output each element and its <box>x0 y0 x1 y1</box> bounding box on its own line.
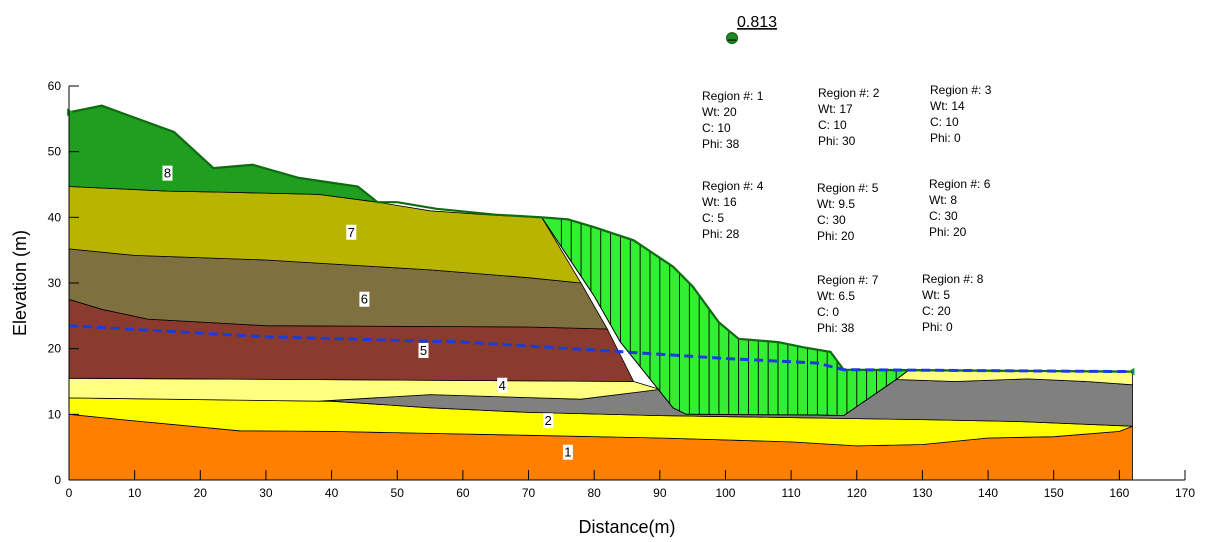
region-cohesion: C: 30 <box>929 209 958 223</box>
region-weight: Wt: 9.5 <box>817 197 855 211</box>
region-cohesion: C: 20 <box>922 304 951 318</box>
region-block-8: Region #: 8 Wt: 5 C: 20 Phi: 0 <box>922 272 984 334</box>
x-tick-label-90: 90 <box>653 486 667 500</box>
x-tick-label-0: 0 <box>66 486 73 500</box>
svg-text:7: 7 <box>348 225 355 240</box>
y-tick-label-40: 40 <box>48 210 62 224</box>
region-title: Region #: 2 <box>818 86 880 100</box>
region-phi: Phi: 38 <box>702 137 740 151</box>
svg-text:1: 1 <box>564 445 571 460</box>
svg-text:2: 2 <box>545 413 552 428</box>
region-cohesion: C: 10 <box>930 115 959 129</box>
region-cohesion: C: 5 <box>702 211 724 225</box>
region-weight: Wt: 16 <box>702 195 737 209</box>
x-tick-label-150: 150 <box>1044 486 1064 500</box>
region-cohesion: C: 10 <box>702 121 731 135</box>
x-tick-label-70: 70 <box>522 486 536 500</box>
region-phi: Phi: 0 <box>930 131 961 145</box>
x-tick-label-40: 40 <box>325 486 339 500</box>
x-tick-label-140: 140 <box>978 486 998 500</box>
region-phi: Phi: 0 <box>922 320 953 334</box>
ground-surface-line <box>68 104 1133 373</box>
y-axis-label: Elevation (m) <box>10 230 30 336</box>
region-weight: Wt: 6.5 <box>817 289 855 303</box>
region-block-4: Region #: 4 Wt: 16 C: 5 Phi: 28 <box>702 179 764 241</box>
region-title: Region #: 8 <box>922 272 984 286</box>
x-tick-label-120: 120 <box>847 486 867 500</box>
x-tick-label-100: 100 <box>715 486 735 500</box>
layer-label-6: 6 <box>359 291 370 307</box>
region-phi: Phi: 38 <box>817 321 855 335</box>
water-table-line <box>68 324 1133 374</box>
svg-text:8: 8 <box>164 166 171 181</box>
region-title: Region #: 1 <box>702 89 764 103</box>
layer-label-5: 5 <box>418 342 429 358</box>
region-phi: Phi: 20 <box>817 229 855 243</box>
x-tick-label-110: 110 <box>782 486 801 500</box>
region-phi: Phi: 30 <box>818 134 856 148</box>
region-block-2: Region #: 2 Wt: 17 C: 10 Phi: 30 <box>818 86 880 148</box>
region-cohesion: C: 10 <box>818 118 847 132</box>
region-phi: Phi: 20 <box>929 225 967 239</box>
svg-text:5: 5 <box>420 343 427 358</box>
water-table <box>68 324 1133 374</box>
axes: 0 10 20 30 40 50 60 70 80 90 100 110 120 130 140 150 160… <box>48 79 1196 500</box>
region-block-7: Region #: 7 Wt: 6.5 C: 0 Phi: 38 <box>817 273 879 335</box>
soil-layer-8 <box>68 105 379 203</box>
x-tick-label-80: 80 <box>587 486 601 500</box>
region-title: Region #: 4 <box>702 179 764 193</box>
region-block-1: Region #: 1 Wt: 20 C: 10 Phi: 38 <box>702 89 764 151</box>
layer-label-1: 1 <box>562 444 573 460</box>
x-tick-label-170: 170 <box>1175 486 1195 500</box>
soil-layers <box>68 105 1133 481</box>
y-tick-label-50: 50 <box>48 145 62 159</box>
svg-text:6: 6 <box>361 292 368 307</box>
y-tick-label-30: 30 <box>48 276 62 290</box>
x-tick-label-160: 160 <box>1109 486 1129 500</box>
factor-of-safety-marker: 0.813 <box>726 14 777 45</box>
x-tick-label-130: 130 <box>912 486 932 500</box>
y-tick-label-20: 20 <box>48 342 62 356</box>
region-cohesion: C: 30 <box>817 213 846 227</box>
y-tick-label-0: 0 <box>54 473 61 487</box>
region-weight: Wt: 20 <box>702 105 737 119</box>
x-tick-label-10: 10 <box>128 486 142 500</box>
region-weight: Wt: 17 <box>818 102 853 116</box>
region-block-5: Region #: 5 Wt: 9.5 C: 30 Phi: 20 <box>817 181 879 243</box>
region-title: Region #: 7 <box>817 273 879 287</box>
region-title: Region #: 5 <box>817 181 879 195</box>
region-weight: Wt: 8 <box>929 193 957 207</box>
region-weight: Wt: 5 <box>922 288 950 302</box>
layer-label-2: 2 <box>543 413 554 429</box>
region-properties: Region #: 1 Wt: 20 C: 10 Phi: 38 Region #: 2… <box>702 83 992 335</box>
x-axis-label: Distance(m) <box>578 517 675 537</box>
region-cohesion: C: 0 <box>817 305 839 319</box>
soil-layer-4 <box>68 377 660 402</box>
slip-circle-center-icon <box>726 32 739 45</box>
region-phi: Phi: 28 <box>702 227 740 241</box>
region-block-3: Region #: 3 Wt: 14 C: 10 Phi: 0 <box>930 83 992 145</box>
y-tick-label-60: 60 <box>48 79 62 93</box>
layer-labels: 1 2 4 5 6 7 8 <box>162 165 573 460</box>
x-tick-label-50: 50 <box>391 486 405 500</box>
svg-text:4: 4 <box>499 378 506 393</box>
region-title: Region #: 6 <box>929 177 991 191</box>
x-tick-label-30: 30 <box>259 486 273 500</box>
x-tick-label-20: 20 <box>194 486 208 500</box>
layer-label-7: 7 <box>346 224 357 240</box>
factor-of-safety-value: 0.813 <box>737 14 777 31</box>
layer-label-8: 8 <box>162 165 173 181</box>
region-block-6: Region #: 6 Wt: 8 C: 30 Phi: 20 <box>929 177 991 239</box>
region-weight: Wt: 14 <box>930 99 965 113</box>
region-title: Region #: 3 <box>930 83 992 97</box>
layer-label-4: 4 <box>497 377 508 393</box>
x-tick-label-60: 60 <box>456 486 470 500</box>
y-tick-label-10: 10 <box>48 407 62 421</box>
